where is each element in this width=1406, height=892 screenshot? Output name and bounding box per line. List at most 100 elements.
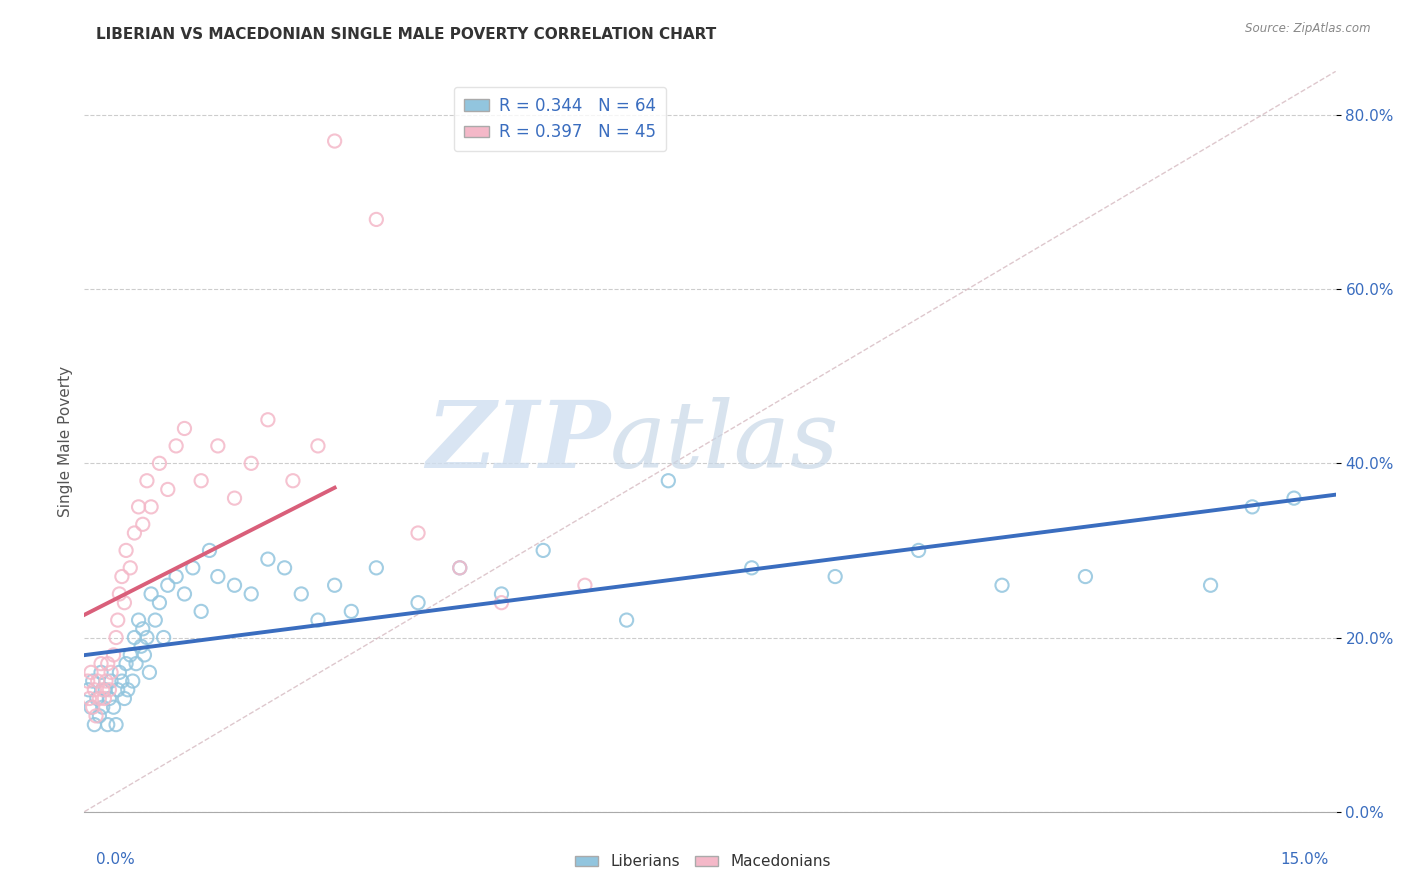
Point	[1199, 578, 1222, 592]
Point	[824, 569, 846, 583]
Point	[273, 561, 295, 575]
Point	[97, 717, 120, 731]
Point	[124, 631, 146, 645]
Text: ZIP: ZIP	[426, 397, 610, 486]
Point	[190, 474, 212, 488]
Point	[124, 526, 146, 541]
Point	[105, 717, 128, 731]
Point	[86, 674, 108, 689]
Point	[307, 439, 329, 453]
Point	[1241, 500, 1264, 514]
Point	[115, 543, 138, 558]
Point	[1282, 491, 1305, 505]
Point	[115, 657, 138, 671]
Point	[93, 691, 115, 706]
Point	[80, 700, 103, 714]
Point	[907, 543, 929, 558]
Point	[94, 682, 117, 697]
Text: LIBERIAN VS MACEDONIAN SINGLE MALE POVERTY CORRELATION CHART: LIBERIAN VS MACEDONIAN SINGLE MALE POVER…	[96, 27, 716, 42]
Point	[132, 517, 155, 532]
Text: 15.0%: 15.0%	[1281, 852, 1329, 867]
Point	[86, 691, 108, 706]
Point	[94, 674, 117, 689]
Point	[134, 648, 156, 662]
Point	[165, 439, 187, 453]
Point	[79, 691, 101, 706]
Point	[90, 657, 112, 671]
Point	[82, 700, 104, 714]
Point	[128, 613, 150, 627]
Point	[307, 613, 329, 627]
Point	[323, 134, 346, 148]
Text: 0.0%: 0.0%	[96, 852, 135, 867]
Point	[257, 552, 280, 566]
Point	[97, 657, 120, 671]
Point	[98, 691, 121, 706]
Point	[207, 569, 229, 583]
Text: Source: ZipAtlas.com: Source: ZipAtlas.com	[1246, 22, 1371, 36]
Point	[120, 561, 142, 575]
Text: atlas: atlas	[610, 397, 839, 486]
Y-axis label: Single Male Poverty: Single Male Poverty	[58, 366, 73, 517]
Point	[90, 665, 112, 680]
Point	[111, 569, 134, 583]
Point	[406, 596, 429, 610]
Point	[84, 709, 107, 723]
Point	[323, 578, 346, 592]
Point	[143, 613, 166, 627]
Point	[152, 631, 174, 645]
Point	[76, 674, 98, 689]
Legend: Liberians, Macedonians: Liberians, Macedonians	[569, 848, 837, 875]
Point	[531, 543, 554, 558]
Point	[100, 665, 122, 680]
Point	[82, 674, 104, 689]
Point	[120, 648, 142, 662]
Point	[107, 682, 129, 697]
Point	[103, 700, 125, 714]
Point	[165, 569, 187, 583]
Point	[366, 212, 388, 227]
Point	[290, 587, 312, 601]
Point	[207, 439, 229, 453]
Point	[148, 596, 170, 610]
Point	[240, 587, 263, 601]
Point	[83, 717, 105, 731]
Point	[111, 674, 134, 689]
Point	[148, 456, 170, 470]
Point	[121, 674, 143, 689]
Point	[224, 578, 246, 592]
Point	[132, 622, 155, 636]
Point	[616, 613, 638, 627]
Point	[112, 691, 135, 706]
Point	[257, 413, 280, 427]
Point	[139, 500, 162, 514]
Legend: R = 0.344   N = 64, R = 0.397   N = 45: R = 0.344 N = 64, R = 0.397 N = 45	[454, 87, 666, 152]
Point	[224, 491, 246, 505]
Point	[136, 474, 159, 488]
Point	[129, 639, 152, 653]
Point	[156, 483, 179, 497]
Point	[491, 587, 513, 601]
Point	[156, 578, 179, 592]
Point	[117, 682, 139, 697]
Point	[741, 561, 763, 575]
Point	[449, 561, 471, 575]
Point	[173, 421, 195, 435]
Point	[107, 613, 129, 627]
Point	[77, 682, 100, 697]
Point	[91, 682, 114, 697]
Point	[98, 682, 121, 697]
Point	[108, 587, 131, 601]
Point	[991, 578, 1014, 592]
Point	[657, 474, 679, 488]
Point	[112, 596, 135, 610]
Point	[89, 709, 111, 723]
Point	[105, 631, 128, 645]
Point	[128, 500, 150, 514]
Point	[340, 604, 363, 618]
Point	[190, 604, 212, 618]
Point	[100, 674, 122, 689]
Point	[198, 543, 221, 558]
Point	[83, 682, 105, 697]
Point	[449, 561, 471, 575]
